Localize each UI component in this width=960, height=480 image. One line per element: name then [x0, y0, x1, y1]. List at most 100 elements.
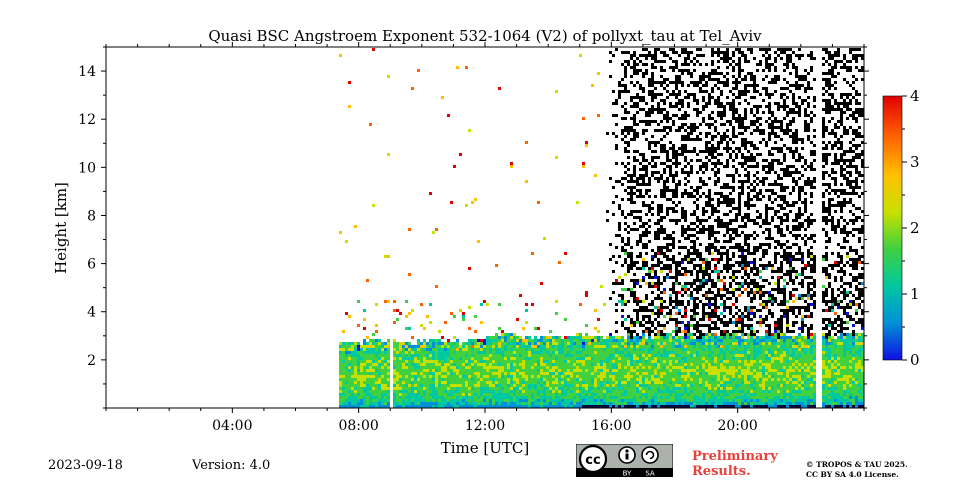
- heatmap-cell: [732, 288, 735, 291]
- heatmap-cell: [576, 372, 579, 375]
- heatmap-cell: [636, 321, 639, 324]
- heatmap-cell: [654, 237, 657, 240]
- heatmap-cell: [426, 372, 429, 375]
- heatmap-cell: [711, 243, 714, 246]
- heatmap-cell: [723, 324, 726, 327]
- heatmap-cell: [714, 348, 717, 351]
- heatmap-cell: [411, 378, 414, 381]
- heatmap-cell: [462, 345, 465, 348]
- heatmap-cell: [393, 348, 396, 351]
- heatmap-cell: [702, 99, 705, 102]
- heatmap-cell: [708, 249, 711, 252]
- heatmap-cell: [711, 348, 714, 351]
- heatmap-cell: [663, 264, 666, 267]
- heatmap-cell: [672, 399, 675, 402]
- heatmap-cell: [681, 375, 684, 378]
- heatmap-cell: [567, 387, 570, 390]
- heatmap-cell: [699, 384, 702, 387]
- heatmap-cell: [585, 351, 588, 354]
- heatmap-cell: [384, 300, 387, 303]
- heatmap-cell: [672, 282, 675, 285]
- heatmap-cell: [486, 360, 489, 363]
- heatmap-cell: [735, 396, 738, 399]
- heatmap-cell: [687, 114, 690, 117]
- heatmap-cell: [675, 324, 678, 327]
- heatmap-cell: [684, 228, 687, 231]
- heatmap-cell: [711, 96, 714, 99]
- heatmap-cell: [633, 285, 636, 288]
- heatmap-cell: [561, 363, 564, 366]
- heatmap-cell: [675, 369, 678, 372]
- heatmap-cell: [732, 405, 735, 408]
- heatmap-cell: [633, 396, 636, 399]
- heatmap-cell: [432, 351, 435, 354]
- heatmap-cell: [438, 375, 441, 378]
- heatmap-cell: [558, 354, 561, 357]
- heatmap-cell: [726, 222, 729, 225]
- heatmap-cell: [456, 402, 459, 405]
- heatmap-cell: [510, 399, 513, 402]
- heatmap-cell: [669, 189, 672, 192]
- heatmap-cell: [717, 342, 720, 345]
- heatmap-cell: [447, 372, 450, 375]
- heatmap-cell: [441, 381, 444, 384]
- heatmap-cell: [465, 363, 468, 366]
- heatmap-cell: [612, 132, 615, 135]
- heatmap-cell: [696, 231, 699, 234]
- heatmap-cell: [378, 369, 381, 372]
- heatmap-cell: [693, 267, 696, 270]
- heatmap-cell: [345, 369, 348, 372]
- heatmap-cell: [405, 399, 408, 402]
- heatmap-cell: [510, 357, 513, 360]
- heatmap-cell: [651, 309, 654, 312]
- heatmap-cell: [609, 345, 612, 348]
- heatmap-cell: [645, 228, 648, 231]
- heatmap-cell: [573, 405, 576, 408]
- heatmap-cell: [717, 111, 720, 114]
- heatmap-cell: [660, 351, 663, 354]
- heatmap-cell: [669, 375, 672, 378]
- heatmap-cell: [597, 405, 600, 408]
- heatmap-cell: [711, 327, 714, 330]
- heatmap-cell: [483, 300, 486, 303]
- heatmap-cell: [360, 384, 363, 387]
- heatmap-cell: [417, 393, 420, 396]
- heatmap-cell: [378, 381, 381, 384]
- heatmap-cell: [366, 393, 369, 396]
- heatmap-cell: [594, 345, 597, 348]
- heatmap-cell: [540, 372, 543, 375]
- heatmap-cell: [624, 273, 627, 276]
- heatmap-cell: [714, 342, 717, 345]
- heatmap-cell: [372, 357, 375, 360]
- heatmap-cell: [726, 159, 729, 162]
- heatmap-cell: [678, 384, 681, 387]
- heatmap-cell: [663, 348, 666, 351]
- heatmap-cell: [645, 69, 648, 72]
- heatmap-cell: [396, 393, 399, 396]
- heatmap-cell: [735, 351, 738, 354]
- heatmap-cell: [672, 396, 675, 399]
- heatmap-cell: [462, 399, 465, 402]
- heatmap-cell: [633, 117, 636, 120]
- heatmap-cell: [705, 375, 708, 378]
- heatmap-cell: [438, 354, 441, 357]
- heatmap-cell: [534, 351, 537, 354]
- heatmap-cell: [621, 297, 624, 300]
- heatmap-cell: [663, 144, 666, 147]
- heatmap-cell: [489, 348, 492, 351]
- heatmap-cell: [438, 393, 441, 396]
- heatmap-cell: [693, 372, 696, 375]
- heatmap-cell: [621, 162, 624, 165]
- heatmap-cell: [633, 171, 636, 174]
- heatmap-cell: [642, 354, 645, 357]
- heatmap-cell: [726, 183, 729, 186]
- heatmap-cell: [366, 381, 369, 384]
- heatmap-cell: [669, 219, 672, 222]
- heatmap-cell: [681, 234, 684, 237]
- heatmap-cell: [651, 357, 654, 360]
- heatmap-cell: [717, 384, 720, 387]
- heatmap-cell: [642, 174, 645, 177]
- heatmap-cell: [600, 375, 603, 378]
- heatmap-cell: [705, 75, 708, 78]
- heatmap-cell: [483, 381, 486, 384]
